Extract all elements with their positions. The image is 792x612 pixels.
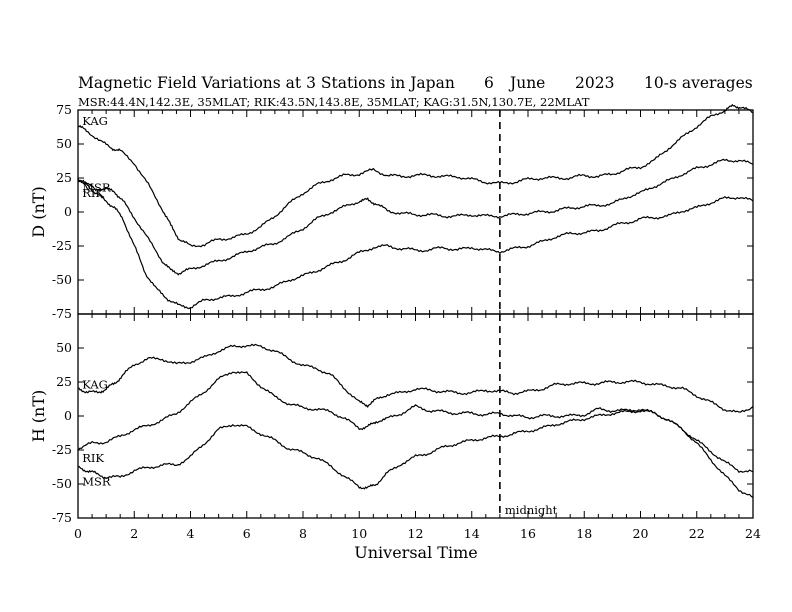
series-line-kag <box>77 343 754 413</box>
series-label-rik: RIK <box>82 451 104 465</box>
y-tick-label: -25 <box>52 238 72 253</box>
y-axis-label: H (nT) <box>29 390 48 443</box>
y-tick-label: -75 <box>52 306 72 321</box>
x-tick-label: 14 <box>464 526 480 541</box>
date-day: 6 <box>484 74 494 92</box>
y-tick-label: 50 <box>56 340 72 355</box>
averaging-note: 10-s averages <box>644 74 753 92</box>
x-tick-label: 2 <box>130 526 138 541</box>
y-tick-label: -25 <box>52 442 72 457</box>
series-line-rik <box>77 371 754 473</box>
x-tick-label: 4 <box>187 526 195 541</box>
x-axis-label: Universal Time <box>354 543 477 562</box>
series-line-msr <box>77 158 754 276</box>
x-tick-label: 24 <box>745 526 761 541</box>
x-tick-label: 0 <box>74 526 82 541</box>
series-label-msr: MSR <box>82 181 111 195</box>
y-tick-label: -50 <box>52 476 72 491</box>
date-month: June <box>508 74 545 92</box>
y-tick-label: 25 <box>56 374 72 389</box>
series-label-msr: MSR <box>82 474 111 488</box>
y-tick-label: -50 <box>52 272 72 287</box>
panel-frame <box>77 109 754 315</box>
x-tick-label: 16 <box>520 526 536 541</box>
y-tick-label: 0 <box>64 408 72 423</box>
midnight-label: midnight <box>505 503 558 517</box>
series-line-kag <box>77 103 754 248</box>
y-tick-label: 25 <box>56 170 72 185</box>
y-tick-label: 0 <box>64 204 72 219</box>
x-tick-label: 22 <box>689 526 705 541</box>
chart-title: Magnetic Field Variations at 3 Stations … <box>78 74 455 92</box>
x-tick-label: 6 <box>243 526 251 541</box>
series-line-rik <box>77 179 754 310</box>
series-label-kag: KAG <box>82 114 108 128</box>
y-tick-label: 75 <box>56 102 72 117</box>
series-label-rik: RIK <box>82 186 104 200</box>
y-tick-label: -75 <box>52 510 72 525</box>
series-label-kag: KAG <box>82 378 108 392</box>
x-tick-label: 18 <box>576 526 592 541</box>
x-tick-label: 8 <box>299 526 307 541</box>
y-tick-label: 50 <box>56 136 72 151</box>
date-year: 2023 <box>575 74 614 92</box>
station-info: MSR:44.4N,142.3E, 35MLAT; RIK:43.5N,143.… <box>78 95 590 109</box>
y-axis-label: D (nT) <box>29 186 48 237</box>
series-line-msr <box>77 409 754 499</box>
x-tick-label: 10 <box>351 526 367 541</box>
x-tick-label: 12 <box>408 526 424 541</box>
x-tick-label: 20 <box>633 526 649 541</box>
panel-frame <box>77 313 754 519</box>
